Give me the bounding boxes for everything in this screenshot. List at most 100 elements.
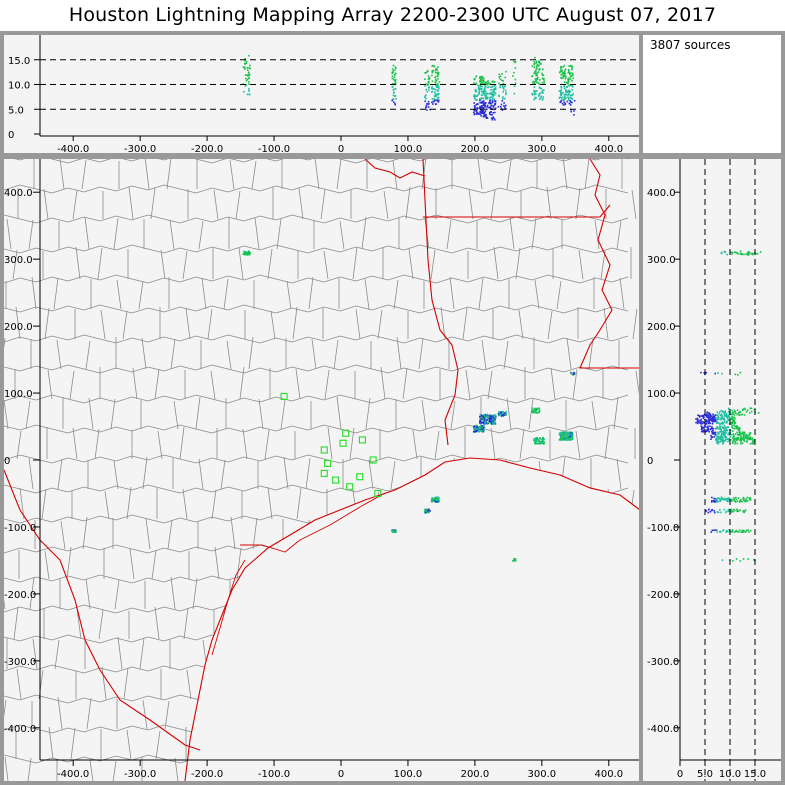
lightning-source — [480, 112, 483, 114]
county-line-v — [434, 668, 440, 700]
lightning-source — [712, 428, 714, 430]
lightning-source — [242, 66, 245, 68]
lightning-source — [560, 85, 563, 88]
lightning-source — [434, 93, 436, 95]
lightning-source — [248, 93, 251, 96]
lightning-source — [394, 103, 397, 106]
tick-label: 300.0 — [528, 769, 557, 780]
lightning-source — [503, 414, 505, 416]
lightning-source — [531, 65, 534, 67]
lightning-source — [426, 71, 428, 73]
lightning-source — [738, 433, 741, 436]
lightning-source — [713, 510, 716, 512]
lightning-source — [437, 497, 439, 499]
lightning-source — [478, 88, 480, 90]
lightning-source — [476, 99, 478, 101]
county-line-v — [116, 279, 122, 310]
lightning-source — [501, 109, 504, 111]
lightning-source — [502, 90, 505, 93]
lightning-source — [560, 437, 562, 439]
county-line-v — [229, 159, 235, 190]
lightning-source — [500, 411, 503, 413]
lightning-source — [499, 84, 502, 87]
county-line-v — [490, 189, 496, 220]
lightning-source — [714, 418, 717, 421]
lightning-source — [736, 436, 739, 439]
lightning-source — [540, 438, 543, 440]
lightning-source — [744, 408, 747, 411]
county-line-v — [314, 159, 320, 190]
lightning-source — [490, 117, 493, 120]
lightning-source — [426, 102, 428, 105]
lightning-source — [533, 86, 536, 88]
lightning-source — [563, 98, 566, 100]
lightning-source — [474, 95, 477, 98]
lightning-source — [705, 422, 708, 425]
lightning-source — [726, 416, 728, 419]
lightning-source — [535, 437, 538, 439]
lightning-source — [738, 429, 741, 432]
lightning-source — [485, 94, 488, 97]
lightning-source — [717, 435, 720, 438]
tick-label: 100.0 — [394, 144, 423, 155]
lightning-source — [534, 97, 537, 100]
lightning-source — [719, 435, 722, 438]
county-line-v — [160, 249, 166, 280]
lightning-source — [391, 72, 393, 75]
lightning-source — [494, 86, 497, 89]
lightning-source — [473, 429, 476, 431]
lightning-source — [725, 511, 727, 514]
county-line-v — [299, 549, 305, 580]
lightning-source — [479, 423, 482, 425]
lightning-source — [725, 529, 728, 532]
lightning-source — [486, 84, 489, 86]
lightning-source — [437, 500, 440, 503]
lightning-source — [751, 441, 754, 443]
lightning-source — [697, 414, 700, 417]
lightning-source — [568, 439, 571, 441]
county-line-v — [29, 576, 35, 610]
lightning-source — [483, 415, 486, 418]
lightning-source — [505, 104, 507, 107]
lightning-source — [566, 431, 568, 434]
lma-station-marker — [339, 439, 347, 447]
lightning-source — [732, 510, 735, 513]
lightning-source — [559, 89, 561, 92]
altitude-y-panel[interactable] — [643, 159, 781, 781]
county-line-v — [155, 730, 161, 760]
county-line-v — [352, 246, 358, 280]
tick-label: -300.0 — [124, 769, 156, 780]
lightning-source — [475, 424, 478, 427]
lightning-source — [484, 423, 487, 425]
county-line-v — [167, 519, 173, 550]
tick-label: -200.0 — [647, 590, 679, 601]
lightning-source — [706, 411, 708, 413]
county-line-v — [563, 518, 569, 550]
lightning-source — [563, 93, 566, 96]
lightning-source — [436, 71, 439, 74]
county-line-v — [113, 460, 119, 490]
lightning-source — [535, 70, 537, 72]
county-line-v — [4, 337, 6, 370]
tick-label: 0 — [4, 456, 10, 467]
lightning-source — [534, 442, 536, 444]
lightning-source — [477, 85, 480, 87]
lightning-source — [474, 107, 476, 109]
lightning-source — [699, 415, 701, 417]
lightning-source — [696, 417, 699, 420]
lightning-source — [717, 442, 719, 445]
lightning-source — [721, 410, 724, 413]
lightning-source — [705, 371, 708, 374]
lightning-source — [437, 87, 440, 90]
lightning-source — [242, 253, 245, 255]
lightning-source — [243, 250, 245, 253]
lightning-source — [731, 430, 734, 432]
lightning-source — [489, 415, 491, 417]
county-line-v — [616, 458, 622, 490]
lightning-source — [246, 254, 249, 256]
lightning-source — [731, 529, 734, 531]
lightning-source — [542, 442, 544, 444]
lightning-source — [431, 74, 433, 77]
lightning-source — [715, 438, 717, 440]
lightning-source — [478, 426, 480, 429]
